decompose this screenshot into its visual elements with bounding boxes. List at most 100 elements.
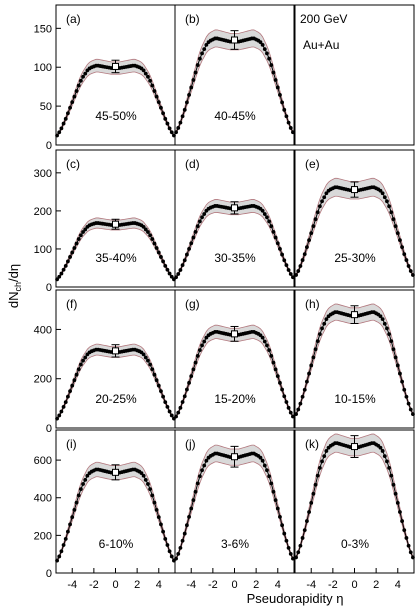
data-point — [180, 263, 185, 268]
panel-label: (e) — [305, 157, 320, 171]
x-tick-label-c1-2: 0 — [231, 579, 237, 591]
data-point — [148, 362, 153, 367]
data-point — [185, 100, 189, 105]
data-point — [200, 468, 204, 473]
data-point — [154, 246, 159, 250]
data-point — [61, 121, 66, 126]
data-point — [315, 473, 320, 478]
data-point — [313, 347, 318, 352]
data-point — [195, 354, 200, 358]
band-lower-edge — [175, 212, 294, 279]
data-point — [176, 272, 181, 276]
y-tick-label-r0-1: 50 — [40, 101, 52, 113]
data-point — [300, 258, 305, 262]
panel-frame-r1-c2 — [294, 149, 415, 288]
system-label: Au+Au — [303, 38, 339, 52]
data-point — [262, 339, 267, 344]
data-point — [72, 378, 77, 383]
data-point — [178, 120, 183, 125]
data-point — [322, 454, 327, 459]
data-point — [317, 465, 322, 470]
data-point — [72, 246, 77, 250]
data-point — [150, 367, 155, 372]
panel-label: (d) — [185, 157, 200, 171]
panel-d: (d) 30-35% — [174, 157, 295, 280]
data-point — [294, 555, 298, 560]
data-point — [159, 522, 163, 527]
data-point — [402, 252, 407, 256]
y-tick-label-r2-2: 400 — [34, 324, 52, 336]
data-point — [187, 93, 191, 97]
band-lower-edge — [175, 46, 294, 134]
data-point — [152, 500, 157, 505]
data-point — [411, 555, 415, 560]
y-axis-title: dNch/dη — [6, 264, 23, 308]
data-point — [385, 326, 389, 331]
data-point — [322, 195, 327, 200]
y-tick-label-r3-2: 400 — [34, 493, 52, 505]
panel-c: (c) 35-40% — [55, 157, 176, 282]
panel-label: (b) — [185, 12, 200, 26]
data-point — [280, 387, 284, 392]
data-point — [81, 230, 85, 234]
data-point — [406, 543, 411, 548]
data-point — [309, 363, 314, 368]
data-point — [286, 120, 291, 125]
data-point — [258, 455, 263, 460]
data-point — [195, 481, 200, 486]
data-point — [298, 401, 303, 406]
data-point — [197, 474, 202, 479]
data-point — [55, 277, 59, 282]
data-point — [262, 463, 267, 468]
data-point — [61, 404, 66, 409]
data-point — [57, 554, 62, 559]
midrapidity-point — [231, 453, 238, 461]
data-point — [267, 219, 272, 224]
midrapidity-point — [351, 443, 358, 451]
data-point — [195, 224, 200, 229]
data-point — [74, 241, 79, 246]
data-point — [262, 212, 267, 216]
data-point — [172, 133, 176, 138]
data-point — [291, 130, 295, 135]
data-point — [63, 400, 68, 405]
centrality-label: 15-20% — [214, 392, 256, 406]
data-point — [317, 332, 322, 337]
data-point — [307, 238, 311, 243]
data-point — [141, 68, 146, 73]
data-point — [265, 215, 269, 220]
data-point — [72, 507, 77, 512]
x-tick-label-c2-3: 2 — [373, 579, 379, 591]
data-point — [265, 343, 269, 348]
data-point — [260, 208, 265, 213]
data-point — [66, 394, 70, 399]
data-point — [404, 258, 409, 262]
centrality-label: 30-35% — [214, 251, 256, 265]
data-point — [269, 224, 274, 229]
data-point — [161, 529, 166, 534]
data-point — [169, 130, 174, 135]
data-point — [66, 529, 70, 534]
data-point — [141, 225, 146, 229]
data-point — [191, 367, 196, 372]
data-point — [269, 481, 274, 486]
data-point — [189, 506, 194, 511]
data-point — [300, 394, 305, 399]
data-point — [404, 536, 409, 540]
midrapidity-point — [112, 347, 119, 355]
data-point — [382, 195, 387, 200]
data-point — [193, 489, 198, 494]
data-point — [146, 74, 150, 79]
data-point — [63, 536, 68, 541]
panel-frame-r1-c1 — [174, 149, 295, 288]
data-point — [156, 515, 161, 520]
data-point — [271, 229, 276, 234]
data-point — [143, 477, 148, 482]
data-point — [163, 400, 168, 405]
data-point — [294, 412, 298, 417]
panel-frame-r2-c2 — [294, 289, 415, 429]
data-point — [70, 383, 75, 388]
data-point — [307, 371, 311, 376]
panel-k: (k) 0-3% — [294, 433, 415, 560]
data-point — [152, 241, 157, 246]
